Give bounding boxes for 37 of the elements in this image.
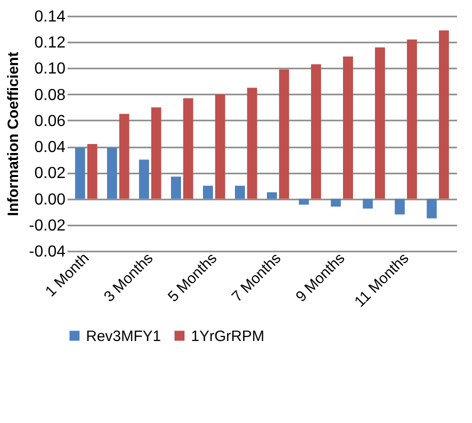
y-tick-label: -0.02: [29, 217, 66, 234]
bar: [170, 176, 181, 199]
bar: [406, 40, 417, 199]
y-tick-label: 0.06: [34, 112, 66, 130]
bar: [139, 160, 150, 199]
y-tick-label: 0.02: [34, 165, 66, 182]
bar: [311, 64, 322, 199]
bar: [119, 114, 130, 199]
bar: [374, 47, 385, 199]
bar: [202, 186, 213, 199]
bar: [234, 186, 245, 199]
bar: [394, 198, 405, 214]
bar: [107, 148, 118, 199]
y-tick-label: 0.08: [34, 86, 66, 104]
bar: [298, 198, 309, 205]
bar: [266, 192, 277, 199]
y-tick-label: -0.04: [29, 244, 66, 260]
y-axis-title: Information Coefficient: [5, 52, 22, 216]
y-tick-label: 0.00: [34, 191, 66, 208]
bar: [426, 198, 437, 218]
y-tick-label: 0.12: [34, 34, 66, 52]
bar: [183, 98, 194, 199]
bar: [215, 94, 226, 199]
bar: [87, 144, 98, 199]
bar: [343, 56, 354, 199]
bar: [151, 107, 162, 199]
bar: [279, 70, 290, 199]
y-tick-label: 0.14: [34, 8, 66, 26]
bar: [75, 148, 86, 199]
bar: [438, 30, 449, 199]
legend-label: 1YrGrRPM: [191, 328, 264, 345]
bar: [247, 88, 258, 199]
y-tick-label: 0.10: [34, 60, 66, 78]
legend-label: Rev3MFY1: [86, 328, 162, 345]
bar: [362, 198, 373, 209]
y-tick-label: 0.04: [34, 139, 66, 156]
bar: [330, 198, 341, 207]
